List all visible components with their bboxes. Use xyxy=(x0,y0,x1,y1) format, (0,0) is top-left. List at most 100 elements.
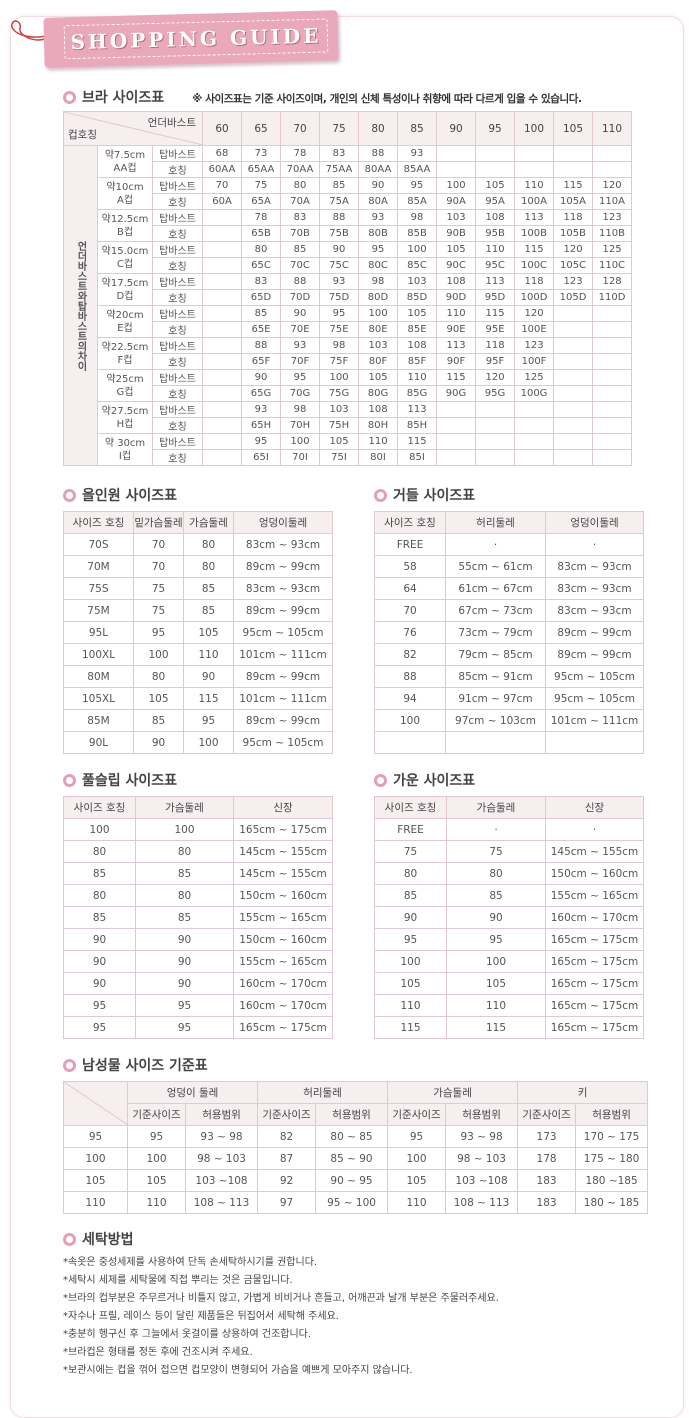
washing-line: *세탁시 세제를 세탁물에 직접 뿌리는 것은 금물입니다. xyxy=(63,1275,293,1286)
cell: 101cm ~ 111cm xyxy=(545,709,644,732)
top-bust: 98 xyxy=(397,209,438,226)
row: 85 85 155cm ~ 165cm xyxy=(63,906,333,929)
top-bust: 118 xyxy=(553,209,594,226)
cup-size: 약20cm xyxy=(106,309,144,321)
girdle-table: 사이즈 호칭 허리둘레 엉덩이둘레 FREE · · 58 55cm ~ 61cm 83cm ~… xyxy=(374,511,644,754)
row-label: 호칭 xyxy=(151,449,204,466)
cell: 90 xyxy=(133,731,184,754)
fit-size: 65B xyxy=(241,225,282,242)
cup-name: I컵 xyxy=(118,450,132,462)
sub-header: 기준사이즈 xyxy=(517,1103,577,1126)
cell: 100 xyxy=(135,818,234,841)
fit-size xyxy=(592,321,633,338)
top-bust: 118 xyxy=(514,273,555,290)
top-row: 약22.5cm F컵 탑바스트 88 93 98 103 108 113 118 123 xyxy=(64,337,633,370)
top-bust: 70 xyxy=(202,177,243,194)
top-bust: 120 xyxy=(475,369,516,386)
girdle-section: 거들 사이즈표 사이즈 호칭 허리둘레 엉덩이둘레 FREE · · 58 55cm ~ 61… xyxy=(374,486,644,754)
allinone-table: 사이즈 호칭 밑가슴둘레 가슴둘레 엉덩이둘레 70S 70 80 83cm ~ 93cm 70… xyxy=(63,511,333,754)
row: 105 105 103 ~108 92 90 ~ 95 105 103 ~108 183 180… xyxy=(63,1169,649,1192)
row: 90 90 160cm ~ 170cm xyxy=(63,972,333,995)
cell: 85 xyxy=(63,906,136,929)
fit-size: 70A xyxy=(280,193,321,210)
top-bust: 108 xyxy=(436,273,477,290)
top-bust: 108 xyxy=(358,401,399,418)
fit-size xyxy=(475,161,516,178)
fit-size xyxy=(514,417,555,434)
cell: 58 xyxy=(374,555,446,578)
cell: 165cm ~ 175cm xyxy=(545,1016,644,1039)
cell: 170 ~ 175 xyxy=(575,1125,649,1148)
top-bust: 68 xyxy=(202,145,243,162)
cell: 105 xyxy=(387,1169,447,1192)
row-label: 탑바스트 xyxy=(151,369,204,386)
top-bust: 123 xyxy=(553,273,594,290)
fit-size: 90E xyxy=(436,321,477,338)
top-bust xyxy=(436,145,477,162)
cell: 101cm ~ 111cm xyxy=(233,643,333,666)
top-bust: 100 xyxy=(397,241,438,258)
cell: 89cm ~ 99cm xyxy=(233,555,333,578)
fit-size: 105C xyxy=(553,257,594,274)
row-label: 탑바스트 xyxy=(151,273,204,290)
fit-size: 75F xyxy=(319,353,360,370)
row: 80 80 150cm ~ 160cm xyxy=(63,884,333,907)
fit-size: 70H xyxy=(280,417,321,434)
cup-name: C컵 xyxy=(116,258,134,270)
top-row: 약10cm A컵 탑바스트 70 75 80 85 90 95 100 105 110 115 120 xyxy=(64,177,633,210)
top-bust xyxy=(592,401,633,418)
top-bust xyxy=(592,305,633,322)
allinone-section: 올인원 사이즈표 사이즈 호칭 밑가슴둘레 가슴둘레 엉덩이둘레 70S 70 80 83cm… xyxy=(63,486,333,754)
cell: 55cm ~ 61cm xyxy=(445,555,546,578)
column-header: 가슴둘레 xyxy=(446,796,546,819)
cell: 70 xyxy=(133,555,184,578)
top-bust: 95 xyxy=(397,177,438,194)
cup-name: B컵 xyxy=(116,226,134,238)
fit-size: 85D xyxy=(397,289,438,306)
washing-line: *브라의 컵부분은 주무르거나 비틀지 않고, 가볍게 비비거나 흔들고, 어깨… xyxy=(63,1293,499,1304)
column-header: 80 xyxy=(358,111,399,146)
header-row: 사이즈 호칭 밑가슴둘레 가슴둘레 엉덩이둘레 xyxy=(63,511,333,534)
top-bust: 120 xyxy=(514,305,555,322)
fit-size xyxy=(553,417,594,434)
fullslip-section: 풀슬립 사이즈표 사이즈 호칭 가슴둘레 신장 100 100 165cm ~ 175cm… xyxy=(63,771,333,1039)
cell: 100 xyxy=(374,709,446,732)
fullslip-table: 사이즈 호칭 가슴둘레 신장 100 100 165cm ~ 175cm 80 80 145cm… xyxy=(63,796,333,1039)
cup-name: H컵 xyxy=(116,418,134,430)
cell: 83cm ~ 93cm xyxy=(545,577,644,600)
top-bust: 120 xyxy=(553,241,594,258)
cell: 98 ~ 103 xyxy=(445,1147,519,1170)
sub-header: 허용범위 xyxy=(575,1103,649,1126)
fit-row: 호칭 65D 70D 75D 80D 85D 90D 95D 100D 105D 110D xyxy=(64,289,633,306)
cell: 70S xyxy=(63,533,134,556)
cell: 75 xyxy=(374,840,447,863)
cell: 61cm ~ 67cm xyxy=(445,577,546,600)
fit-size: 65A xyxy=(241,193,282,210)
fit-size: 80F xyxy=(358,353,399,370)
fit-size: 110C xyxy=(592,257,633,274)
top-bust: 115 xyxy=(475,305,516,322)
row: 105XL 105 115 101cm ~ 111cm xyxy=(63,687,333,710)
fit-size: 80E xyxy=(358,321,399,338)
cup-name: G컵 xyxy=(116,386,134,398)
cell: 70 xyxy=(133,533,184,556)
top-bust: 110 xyxy=(397,369,438,386)
row: 88 85cm ~ 91cm 95cm ~ 105cm xyxy=(374,665,644,688)
corner-bottom: 컵호칭 xyxy=(68,129,97,141)
cell: 103 ~108 xyxy=(445,1169,519,1192)
cell: 80 xyxy=(63,840,136,863)
cell: 85 xyxy=(135,906,234,929)
cell: 85 xyxy=(133,709,184,732)
cell: 145cm ~ 155cm xyxy=(233,840,333,863)
cell: 90 xyxy=(135,972,234,995)
cell: 97 xyxy=(257,1191,317,1214)
column-header: 65 xyxy=(241,111,282,146)
top-bust: 90 xyxy=(358,177,399,194)
washing-line: *보관시에는 컵을 꺾어 접으면 컵모양이 변형되어 가슴을 예쁘게 모아주지 … xyxy=(63,1365,413,1376)
top-bust: 128 xyxy=(592,273,633,290)
top-bust: 85 xyxy=(319,177,360,194)
top-bust: 108 xyxy=(397,337,438,354)
cell: 95 xyxy=(133,621,184,644)
cell: 165cm ~ 175cm xyxy=(545,950,644,973)
column-header: 105 xyxy=(553,111,594,146)
